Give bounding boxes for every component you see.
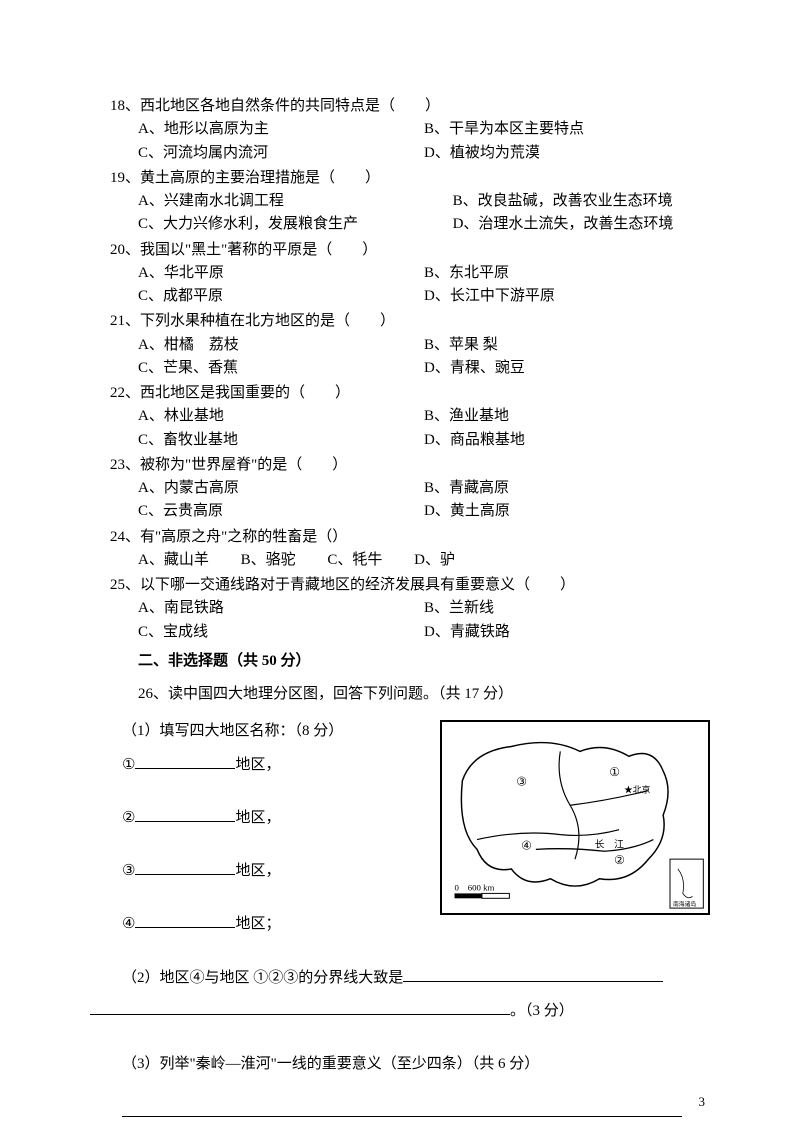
q22-opt-c: C、畜牧业基地 bbox=[138, 429, 424, 452]
map-label-beijing: ★北京 bbox=[624, 784, 651, 795]
q21-stem: 21、下列水果种植在北方地区的是（ ） bbox=[110, 310, 710, 333]
question-21: 21、下列水果种植在北方地区的是（ ） A、柑橘 荔枝 B、苹果 梨 C、芒果、… bbox=[110, 310, 710, 380]
q24-opt-c: C、牦牛 bbox=[327, 549, 382, 572]
q18-options: A、地形以高原为主 B、干旱为本区主要特点 C、河流均属内流河 D、植被均为荒漠 bbox=[110, 118, 710, 165]
q22-opt-d: D、商品粮基地 bbox=[424, 429, 710, 452]
q26-sub2-pre: （2）地区④与地区 ①②③的分界线大致是 bbox=[122, 970, 403, 986]
question-25: 25、以下哪一交通线路对于青藏地区的经济发展具有重要意义（ ） A、南昆铁路 B… bbox=[110, 574, 710, 644]
q22-opt-a: A、林业基地 bbox=[138, 405, 424, 428]
q19-opt-a: A、兴建南水北调工程 bbox=[138, 190, 453, 213]
q20-opt-d: D、长江中下游平原 bbox=[424, 285, 710, 308]
fill-2-blank bbox=[135, 807, 235, 822]
q20-opt-b: B、东北平原 bbox=[424, 262, 710, 285]
q26-sub2-blank1 bbox=[403, 967, 663, 982]
q25-stem: 25、以下哪一交通线路对于青藏地区的经济发展具有重要意义（ ） bbox=[110, 574, 710, 597]
fill-4-blank bbox=[135, 913, 235, 928]
question-22: 22、西北地区是我国重要的（ ） A、林业基地 B、渔业基地 C、畜牧业基地 D… bbox=[110, 382, 710, 452]
q24-opt-a: A、藏山羊 bbox=[138, 549, 209, 572]
fill-1-pre: ① bbox=[122, 757, 135, 773]
q19-stem: 19、黄土高原的主要治理措施是（ ） bbox=[110, 167, 710, 190]
fill-3-blank bbox=[135, 860, 235, 875]
q23-opt-d: D、黄土高原 bbox=[424, 500, 710, 523]
q24-opt-d: D、驴 bbox=[414, 549, 455, 572]
q26-sub3-blank-row bbox=[122, 1102, 710, 1125]
fill-3-pre: ③ bbox=[122, 863, 135, 879]
q19-opt-b: B、改良盐碱，改善农业生态环境 bbox=[453, 190, 710, 213]
q23-opt-b: B、青藏高原 bbox=[424, 477, 710, 500]
map-label-1: ① bbox=[609, 766, 620, 779]
q24-stem: 24、有"高原之舟"之称的牲畜是（） bbox=[110, 526, 710, 549]
q20-stem: 20、我国以"黑土"著称的平原是（ ） bbox=[110, 239, 710, 262]
q19-opt-c: C、大力兴修水利，发展粮食生产 bbox=[138, 213, 453, 236]
q18-opt-b: B、干旱为本区主要特点 bbox=[424, 118, 710, 141]
fill-4-post: 地区； bbox=[235, 916, 280, 932]
q26-sub3: （3）列举"秦岭—淮河"一线的重要意义（至少四条）（共 6 分） bbox=[122, 1053, 710, 1076]
q26-sub3-blank bbox=[122, 1102, 682, 1117]
map-label-4: ④ bbox=[521, 840, 532, 853]
question-20: 20、我国以"黑土"著称的平原是（ ） A、华北平原 B、东北平原 C、成都平原… bbox=[110, 239, 710, 309]
q20-opt-c: C、成都平原 bbox=[138, 285, 424, 308]
q25-options: A、南昆铁路 B、兰新线 C、宝成线 D、青藏铁路 bbox=[110, 597, 710, 644]
q18-opt-d: D、植被均为荒漠 bbox=[424, 142, 710, 165]
map-label-2: ② bbox=[614, 854, 625, 867]
q25-opt-d: D、青藏铁路 bbox=[424, 621, 710, 644]
q22-options: A、林业基地 B、渔业基地 C、畜牧业基地 D、商品粮基地 bbox=[110, 405, 710, 452]
q18-opt-a: A、地形以高原为主 bbox=[138, 118, 424, 141]
q19-opt-d: D、治理水土流失，改善生态环境 bbox=[453, 213, 710, 236]
fill-2: ② 地区， bbox=[122, 807, 390, 830]
q23-opt-c: C、云贵高原 bbox=[138, 500, 424, 523]
q26-sub2: （2）地区④与地区 ①②③的分界线大致是 bbox=[122, 967, 710, 990]
q21-opt-a: A、柑橘 荔枝 bbox=[138, 334, 424, 357]
fill-4: ④ 地区； bbox=[122, 913, 390, 936]
fill-3-post: 地区， bbox=[235, 863, 280, 879]
q24-opt-b: B、骆驼 bbox=[241, 549, 296, 572]
q18-stem: 18、西北地区各地自然条件的共同特点是（ ） bbox=[110, 95, 710, 118]
section-2-header: 二、非选择题（共 50 分） bbox=[138, 650, 710, 673]
question-26: 26、读中国四大地理分区图，回答下列问题。（共 17 分） bbox=[138, 683, 710, 706]
fill-4-pre: ④ bbox=[122, 916, 135, 932]
fill-1-blank bbox=[135, 754, 235, 769]
q24-options: A、藏山羊 B、骆驼 C、牦牛 D、驴 bbox=[110, 549, 710, 572]
q22-stem: 22、西北地区是我国重要的（ ） bbox=[110, 382, 710, 405]
fill-3: ③ 地区， bbox=[122, 860, 390, 883]
page-number: 3 bbox=[699, 1092, 706, 1112]
fill-2-post: 地区， bbox=[235, 810, 280, 826]
map-label-river: 长 江 bbox=[595, 839, 625, 851]
map-scale: 0 600 km bbox=[455, 883, 495, 893]
q26-sub2-blank2 bbox=[90, 1000, 510, 1015]
q21-opt-d: D、青稞、豌豆 bbox=[424, 357, 710, 380]
map-inset-label: 南海诸岛 bbox=[673, 900, 697, 908]
q25-opt-b: B、兰新线 bbox=[424, 597, 710, 620]
q25-opt-a: A、南昆铁路 bbox=[138, 597, 424, 620]
q26-sub2-line2: 。（3 分） bbox=[90, 1000, 710, 1023]
map-label-3: ③ bbox=[516, 776, 527, 789]
china-map: ① ② ③ ④ ★北京 长 江 0 600 km 南海诸岛 bbox=[440, 720, 710, 915]
q21-opt-b: B、苹果 梨 bbox=[424, 334, 710, 357]
q25-opt-c: C、宝成线 bbox=[138, 621, 424, 644]
fill-1-post: 地区， bbox=[235, 757, 280, 773]
fill-1: ① 地区， bbox=[122, 754, 390, 777]
question-18: 18、西北地区各地自然条件的共同特点是（ ） A、地形以高原为主 B、干旱为本区… bbox=[110, 95, 710, 165]
question-24: 24、有"高原之舟"之称的牲畜是（） A、藏山羊 B、骆驼 C、牦牛 D、驴 bbox=[110, 526, 710, 573]
q26-sub2-post: 。（3 分） bbox=[510, 1003, 574, 1019]
q20-options: A、华北平原 B、东北平原 C、成都平原 D、长江中下游平原 bbox=[110, 262, 710, 309]
question-19: 19、黄土高原的主要治理措施是（ ） A、兴建南水北调工程 B、改良盐碱，改善农… bbox=[110, 167, 710, 237]
fill-2-pre: ② bbox=[122, 810, 135, 826]
q18-opt-c: C、河流均属内流河 bbox=[138, 142, 424, 165]
q26-fill-area: （1）填写四大地区名称：（8 分） ① 地区， ② 地区， ③ 地区， ④ 地区； ① … bbox=[110, 720, 710, 936]
q20-opt-a: A、华北平原 bbox=[138, 262, 424, 285]
q21-options: A、柑橘 荔枝 B、苹果 梨 C、芒果、香蕉 D、青稞、豌豆 bbox=[110, 334, 710, 381]
china-map-svg: ① ② ③ ④ ★北京 长 江 0 600 km 南海诸岛 bbox=[442, 722, 708, 913]
q23-options: A、内蒙古高原 B、青藏高原 C、云贵高原 D、黄土高原 bbox=[110, 477, 710, 524]
q23-opt-a: A、内蒙古高原 bbox=[138, 477, 424, 500]
question-23: 23、被称为"世界屋脊"的是（ ） A、内蒙古高原 B、青藏高原 C、云贵高原 … bbox=[110, 454, 710, 524]
q23-stem: 23、被称为"世界屋脊"的是（ ） bbox=[110, 454, 710, 477]
q21-opt-c: C、芒果、香蕉 bbox=[138, 357, 424, 380]
q19-options: A、兴建南水北调工程 B、改良盐碱，改善农业生态环境 C、大力兴修水利，发展粮食… bbox=[110, 190, 710, 237]
q22-opt-b: B、渔业基地 bbox=[424, 405, 710, 428]
q26-sub1: （1）填写四大地区名称：（8 分） bbox=[122, 720, 390, 743]
